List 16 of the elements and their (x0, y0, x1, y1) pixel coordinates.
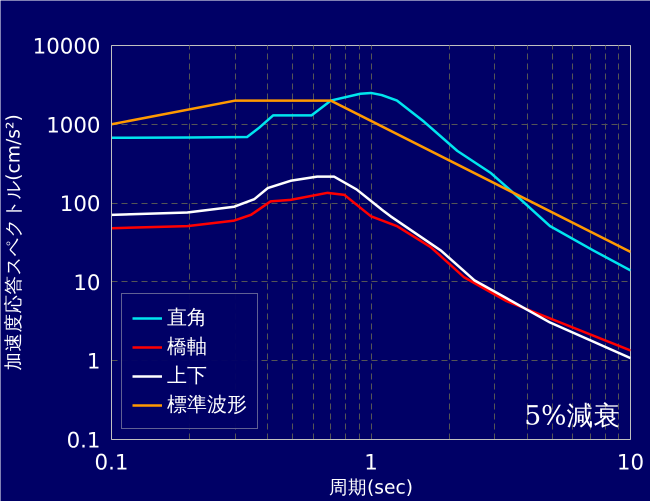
x-axis-title: 周期(sec) (328, 478, 414, 498)
y-tick-label: 10000 (32, 34, 101, 60)
legend-label: 直角 (167, 304, 207, 331)
y-tick-label: 1000 (46, 113, 101, 138)
legend-label: 橋軸 (167, 333, 207, 360)
x-tick-label: 0.1 (94, 450, 128, 476)
annotation: 5%減衰 (524, 400, 621, 432)
legend-label: 上下 (167, 362, 207, 389)
y-tick-label: 0.1 (66, 428, 101, 454)
x-tick-label: 1 (364, 450, 378, 476)
y-tick-label: 100 (60, 192, 101, 218)
legend-label: 標準波形 (167, 391, 247, 418)
x-tick-label: 10 (616, 450, 644, 476)
y-tick-label: 1 (86, 350, 101, 375)
y-tick-label: 10 (73, 270, 100, 296)
y-axis-title: 加速度応答スペクトル(cm/s²) (2, 114, 25, 371)
